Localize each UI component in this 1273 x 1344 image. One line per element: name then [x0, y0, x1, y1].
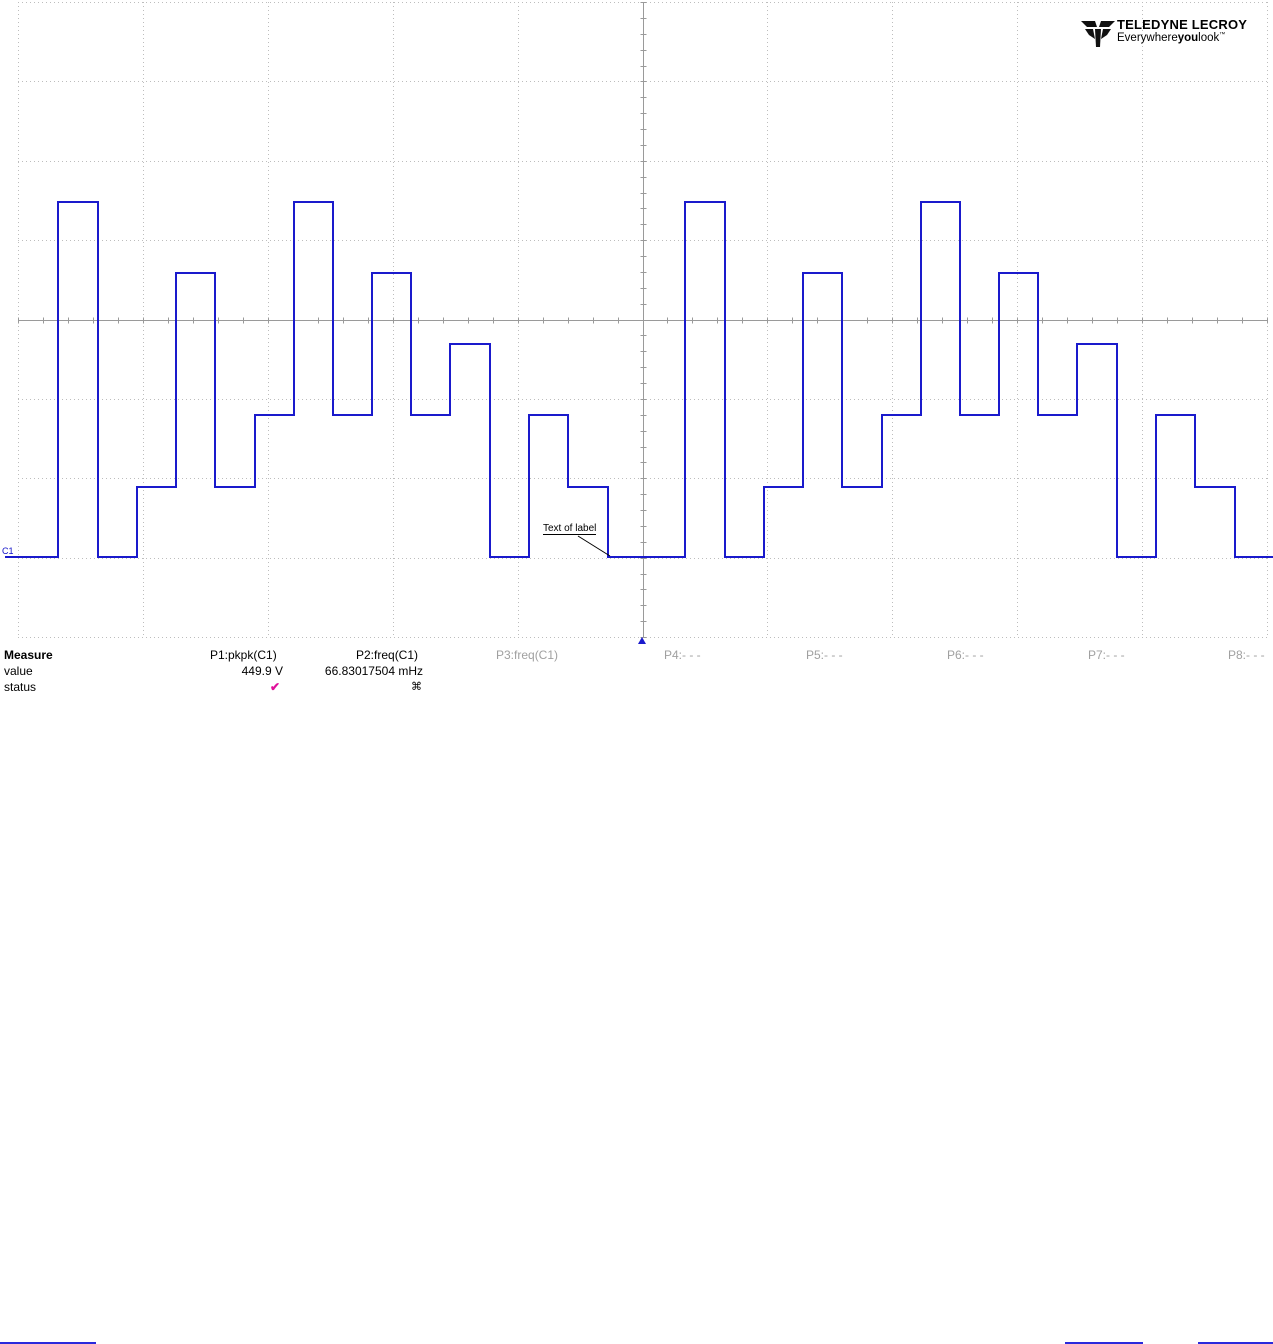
- measure-status-row: status ✔ ⌘: [0, 680, 1273, 696]
- graticule: [18, 2, 1268, 638]
- logo-brand: TELEDYNE LECROY: [1117, 17, 1248, 32]
- status-row-label: status: [4, 680, 37, 694]
- param-p4[interactable]: P4:- - -: [664, 648, 701, 662]
- p1-status-check-icon: ✔: [270, 680, 281, 694]
- param-p2[interactable]: P2:freq(C1): [356, 648, 419, 662]
- param-p5[interactable]: P5:- - -: [806, 648, 843, 662]
- trace-label-text: Text of label: [543, 523, 597, 535]
- param-p7[interactable]: P7:- - -: [1088, 648, 1125, 662]
- p2-status-warning-icon: ⌘: [411, 681, 422, 693]
- channel-c1-marker[interactable]: C1: [2, 546, 14, 556]
- label-leader-line: [577, 535, 611, 557]
- param-p1[interactable]: P1:pkpk(C1): [210, 648, 277, 662]
- logo-mark-icon: [1081, 21, 1115, 47]
- measure-header-row: Measure P1:pkpk(C1) P2:freq(C1) P3:freq(…: [0, 648, 1273, 664]
- oscilloscope-display: [5, 2, 1273, 644]
- measure-header[interactable]: Measure: [4, 648, 53, 662]
- trigger-position-marker[interactable]: [638, 637, 646, 644]
- c1-trace: [5, 201, 1273, 558]
- param-p6[interactable]: P6:- - -: [947, 648, 984, 662]
- c1-waveform: [5, 201, 1273, 558]
- logo-tagline: Everywhereyoulook™: [1117, 32, 1226, 44]
- p1-value: 449.9 V: [241, 664, 283, 678]
- value-row-label: value: [4, 664, 33, 678]
- measure-value-row: value 449.9 V 66.83017504 mHz: [0, 664, 1273, 680]
- trace-label[interactable]: Text of label: [543, 523, 597, 535]
- measure-table: Measure P1:pkpk(C1) P2:freq(C1) P3:freq(…: [0, 648, 1273, 1344]
- param-p3[interactable]: P3:freq(C1): [496, 648, 559, 662]
- param-p8[interactable]: P8:- - -: [1228, 648, 1265, 662]
- p2-value: 66.83017504 mHz: [324, 664, 423, 678]
- teledyne-lecroy-logo: TELEDYNE LECROY Everywhereyoulook™: [1081, 15, 1266, 49]
